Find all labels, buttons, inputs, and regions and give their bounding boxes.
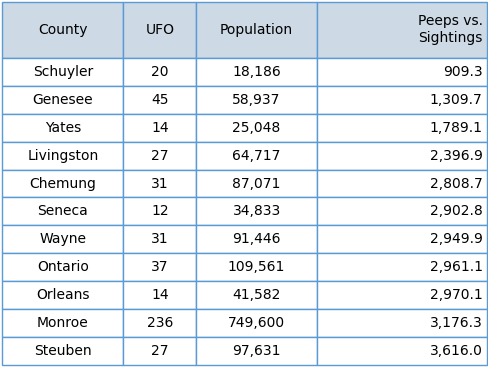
Bar	[123, 142, 196, 170]
Text: Genesee: Genesee	[33, 92, 93, 107]
Bar	[196, 197, 317, 225]
Text: Seneca: Seneca	[38, 204, 88, 218]
Bar	[196, 170, 317, 197]
Text: 2,949.9: 2,949.9	[429, 232, 482, 246]
Bar	[123, 225, 196, 253]
Bar	[2, 253, 123, 281]
Bar	[123, 281, 196, 309]
Text: 14: 14	[151, 288, 168, 302]
Bar	[2, 170, 123, 197]
Bar	[316, 142, 486, 170]
Bar	[2, 225, 123, 253]
Bar	[196, 142, 317, 170]
Text: 2,970.1: 2,970.1	[429, 288, 482, 302]
Text: 18,186: 18,186	[232, 65, 281, 79]
Text: 91,446: 91,446	[232, 232, 280, 246]
Text: 909.3: 909.3	[442, 65, 482, 79]
Text: 14: 14	[151, 121, 168, 135]
Bar	[2, 58, 123, 86]
Bar	[316, 281, 486, 309]
Bar	[316, 86, 486, 114]
Bar	[196, 337, 317, 365]
Bar	[123, 309, 196, 337]
Bar	[2, 197, 123, 225]
Bar	[316, 197, 486, 225]
Text: Steuben: Steuben	[34, 344, 92, 358]
Text: 37: 37	[151, 260, 168, 275]
Bar	[123, 253, 196, 281]
Text: 1,309.7: 1,309.7	[429, 92, 482, 107]
Text: Schuyler: Schuyler	[33, 65, 93, 79]
Bar	[316, 114, 486, 142]
Text: Yates: Yates	[45, 121, 81, 135]
Text: 27: 27	[151, 344, 168, 358]
Text: Peeps vs.
Sightings: Peeps vs. Sightings	[417, 14, 482, 46]
Bar	[2, 142, 123, 170]
Bar	[123, 114, 196, 142]
Text: Population: Population	[220, 23, 293, 37]
Bar	[2, 2, 123, 58]
Text: 27: 27	[151, 149, 168, 163]
Bar	[316, 2, 486, 58]
Bar	[123, 337, 196, 365]
Bar	[123, 58, 196, 86]
Text: 58,937: 58,937	[232, 92, 280, 107]
Bar	[123, 86, 196, 114]
Text: Livingston: Livingston	[27, 149, 99, 163]
Text: 2,902.8: 2,902.8	[429, 204, 482, 218]
Text: 20: 20	[151, 65, 168, 79]
Text: 25,048: 25,048	[232, 121, 280, 135]
Bar	[316, 309, 486, 337]
Bar	[2, 114, 123, 142]
Text: 749,600: 749,600	[227, 316, 285, 330]
Text: 236: 236	[146, 316, 173, 330]
Bar	[2, 309, 123, 337]
Text: 2,808.7: 2,808.7	[429, 177, 482, 190]
Bar	[123, 2, 196, 58]
Bar	[316, 253, 486, 281]
Text: Ontario: Ontario	[37, 260, 89, 275]
Bar	[123, 197, 196, 225]
Bar	[196, 58, 317, 86]
Bar	[196, 281, 317, 309]
Text: 12: 12	[151, 204, 168, 218]
Bar	[196, 309, 317, 337]
Bar	[196, 2, 317, 58]
Text: Chemung: Chemung	[29, 177, 96, 190]
Text: 97,631: 97,631	[232, 344, 280, 358]
Bar	[196, 225, 317, 253]
Text: 87,071: 87,071	[232, 177, 280, 190]
Text: 31: 31	[151, 232, 168, 246]
Text: 1,789.1: 1,789.1	[429, 121, 482, 135]
Text: 2,961.1: 2,961.1	[429, 260, 482, 275]
Text: 34,833: 34,833	[232, 204, 280, 218]
Bar	[316, 337, 486, 365]
Bar	[196, 114, 317, 142]
Text: Wayne: Wayne	[40, 232, 86, 246]
Text: County: County	[38, 23, 87, 37]
Text: 45: 45	[151, 92, 168, 107]
Text: 41,582: 41,582	[232, 288, 280, 302]
Text: Monroe: Monroe	[37, 316, 89, 330]
Bar	[316, 225, 486, 253]
Bar	[196, 253, 317, 281]
Text: 64,717: 64,717	[232, 149, 280, 163]
Text: 109,561: 109,561	[227, 260, 285, 275]
Bar	[196, 86, 317, 114]
Bar	[316, 170, 486, 197]
Text: 3,176.3: 3,176.3	[429, 316, 482, 330]
Bar	[123, 170, 196, 197]
Text: Orleans: Orleans	[36, 288, 89, 302]
Bar	[316, 58, 486, 86]
Bar	[2, 86, 123, 114]
Bar	[2, 281, 123, 309]
Text: 31: 31	[151, 177, 168, 190]
Bar	[2, 337, 123, 365]
Text: 3,616.0: 3,616.0	[429, 344, 482, 358]
Text: UFO: UFO	[145, 23, 174, 37]
Text: 2,396.9: 2,396.9	[429, 149, 482, 163]
